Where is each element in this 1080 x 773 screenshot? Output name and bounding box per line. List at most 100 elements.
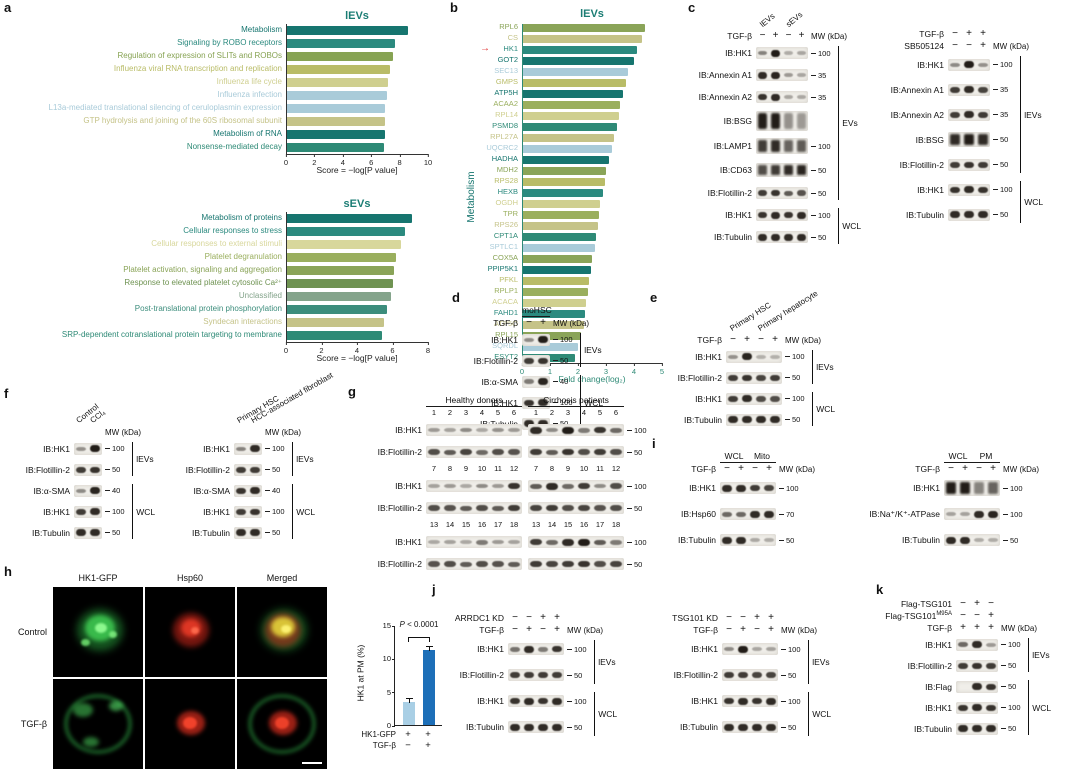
blot-e-primary-cells: Primary HSC Primary hepatocyte TGF-β − + − + MW…: [666, 289, 835, 430]
bar: [522, 320, 584, 329]
axis-tick-label: 4: [354, 342, 360, 355]
bar: [286, 227, 405, 236]
lane-number: 4: [479, 408, 485, 417]
bar: [522, 210, 599, 219]
condition-symbols: − +: [522, 317, 550, 329]
group-bracket-icon: [1028, 680, 1030, 735]
protein-band: [766, 647, 776, 651]
axis-tick-label: 2: [312, 154, 317, 167]
protein-band: [750, 538, 760, 542]
blot-j-arrdc1-kd: ARRDC1 KD − − + + TGF-β − + − + MW (kDa) IB:HK1 100 I…: [444, 612, 617, 740]
condition-row: TGF-β + + + MW (kDa): [884, 622, 1051, 634]
blot-row: IB:HK1 100: [666, 388, 812, 409]
condition-symbols: − + − +: [726, 334, 782, 346]
protein-band: [766, 697, 776, 705]
blot-membrane: [722, 721, 778, 733]
group-bracket-icon: [1020, 181, 1022, 223]
mw-value: 50: [818, 165, 827, 175]
mw-mark: 70: [776, 510, 806, 519]
mw-mark: 100: [998, 640, 1028, 649]
condition-symbol: −: [759, 30, 766, 41]
blot-membrane: [944, 508, 1000, 520]
protein-band: [797, 95, 806, 99]
protein-band: [771, 113, 780, 129]
blot-row: IB:HK1 100: [368, 475, 654, 497]
protein-band: [950, 134, 960, 145]
microscopy-panel: HK1-GFP Hsp60 Merged Control TGF-β: [10, 572, 328, 770]
blot-membrane: [508, 721, 564, 733]
condition-symbol: +: [768, 612, 774, 623]
cell-signal: [73, 703, 93, 717]
protein-band: [972, 683, 982, 690]
group-label: WCL: [296, 506, 316, 517]
protein-band: [476, 505, 488, 511]
mw-mark: 50: [998, 724, 1028, 733]
condition-symbols: − + − +: [722, 624, 778, 636]
gene-label: ACACA: [492, 297, 518, 307]
lane-number: 12: [611, 464, 621, 473]
panel-label-c: c: [688, 0, 696, 15]
antibody-label: IB:HK1: [725, 210, 752, 220]
lane-group-headers: Healthy donors Cirrhosis patients: [426, 394, 654, 407]
panel-label-k: k: [876, 582, 884, 597]
mw-mark: 50: [990, 160, 1020, 169]
protein-band: [797, 140, 806, 152]
bar: [522, 111, 619, 120]
blot-row: IB:Flotillin-2 50: [368, 497, 654, 519]
bar: [522, 67, 629, 76]
panel-label-b: b: [450, 0, 458, 15]
antibody-label: IB:Flotillin-2: [377, 559, 422, 569]
mw-mark: 50: [998, 661, 1028, 670]
protein-band: [752, 723, 762, 731]
group-bracket-icon: [594, 640, 596, 684]
blot-group: IB:HK1 100 IB:Tubulin 50 WCL: [666, 388, 835, 430]
condition-label: TGF-β: [697, 335, 722, 345]
lane-number: 10: [477, 464, 487, 473]
gene-label: RPL14: [495, 110, 518, 120]
levs-gene-foldchange-chart: lEVs Metabolism RPL6 CS → HK1 GOT2 SEC13 GMPS ATP…: [466, 8, 664, 385]
blot-row: IB:HK1 100: [692, 42, 838, 64]
group-label: lEVs: [1024, 109, 1042, 120]
y-axis-line: [286, 24, 287, 154]
chart-bar-row: Post-translational protein phosphorylati…: [6, 303, 428, 316]
bar: [286, 318, 384, 327]
blot-group: IB:α-SMA 40 IB:HK1 100 IB:Tubulin 50 WCL: [176, 480, 315, 543]
mw-mark: 50: [564, 671, 594, 680]
condition-row: TGF-β − + − + MW (kDa): [692, 30, 861, 42]
bar: [286, 331, 382, 340]
blot-membrane: [756, 231, 808, 243]
blot-membrane: [426, 536, 522, 548]
cell-signal: [81, 639, 90, 646]
x-axis-label: Score = −log[P value]: [316, 353, 398, 363]
protein-band: [444, 505, 456, 511]
protein-band: [610, 483, 622, 489]
blot-membrane: [756, 111, 808, 131]
protein-band: [538, 646, 548, 652]
condition-symbol: −: [754, 624, 760, 635]
mw-value: 100: [788, 696, 801, 706]
blot-row: IB:Flotillin-2 50: [16, 459, 132, 480]
protein-band: [771, 211, 780, 219]
mw-value: 100: [818, 210, 831, 220]
protein-band: [972, 725, 982, 732]
group-label: lEVs: [812, 657, 830, 667]
antibody-label: IB:BSG: [723, 116, 752, 126]
protein-band: [958, 725, 968, 732]
protein-band: [552, 723, 562, 731]
blot-group: IB:HK1 100 IB:Flotillin-2 50 lEVs: [666, 346, 835, 388]
blot-i-left: WCL Mito TGF-β − + − + MW (kDa) IB:HK1 100 IB:Hsp6…: [664, 450, 815, 553]
condition-symbol: +: [405, 729, 411, 740]
condition-symbol: −: [540, 624, 546, 635]
blot-j-tsg101-kd: TSG101 KD − − + + TGF-β − + − + MW (kDa) IB:HK1 100 I…: [658, 612, 831, 740]
protein-band: [444, 449, 456, 455]
blot-membrane: [726, 371, 782, 384]
lane-group-header: moHSC: [522, 305, 552, 317]
protein-band: [524, 420, 534, 427]
protein-band: [508, 449, 520, 455]
lane-group-header: Healthy donors: [426, 395, 522, 407]
antibody-label: IB:HK1: [491, 397, 518, 408]
protein-band: [988, 510, 998, 518]
protein-band: [610, 427, 622, 433]
mw-mark: 40: [550, 377, 580, 386]
chart-bar-row: Influenza life cycle: [6, 76, 428, 89]
